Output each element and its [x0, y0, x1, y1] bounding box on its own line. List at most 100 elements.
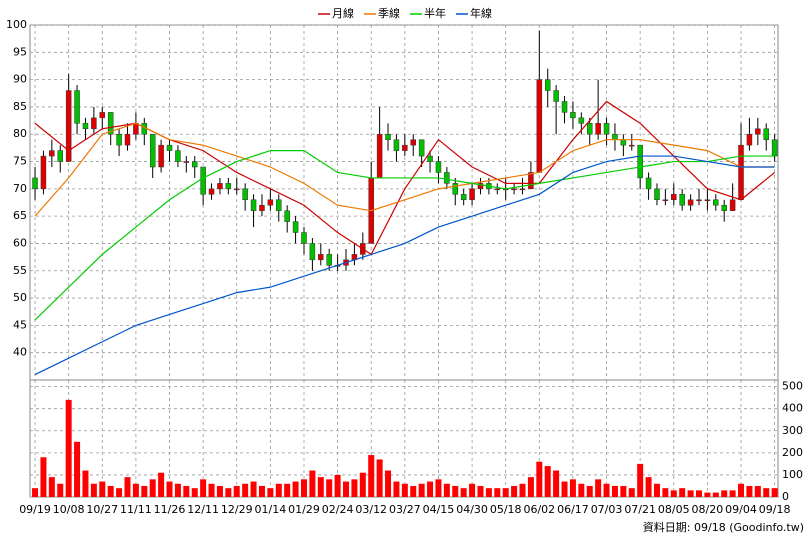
legend-label: 半年: [424, 6, 446, 20]
volume-bar: [519, 483, 526, 497]
y2-tick-label: 400: [782, 402, 803, 415]
candle-body: [763, 128, 769, 140]
ma-line: [34, 150, 775, 321]
candle-body: [637, 144, 643, 179]
volume-bar: [578, 483, 585, 497]
volume-bar: [586, 485, 593, 497]
candle-body: [402, 144, 408, 151]
volume-bar: [418, 483, 425, 497]
volume-bar: [704, 492, 711, 497]
candle-body: [570, 112, 576, 119]
y-tick-label: 85: [13, 100, 27, 113]
candle-body: [444, 172, 450, 184]
y-tick-label: 95: [13, 45, 27, 58]
candle-body: [242, 188, 248, 201]
candle-body: [191, 161, 198, 168]
volume-bar: [477, 485, 484, 497]
x-tick-label: 08/05: [658, 503, 690, 516]
volume-bar: [553, 470, 560, 497]
x-tick-label: 10/08: [53, 503, 85, 516]
y-tick-label: 60: [13, 236, 27, 249]
candle-body: [175, 150, 181, 162]
volume-bar: [90, 483, 97, 497]
ma-line: [34, 122, 775, 217]
x-tick-label: 02/24: [322, 503, 354, 516]
candle-body: [629, 144, 635, 147]
candle-body: [469, 188, 475, 201]
volume-bar: [359, 472, 366, 497]
candle-body: [158, 144, 164, 168]
candle-body: [326, 254, 332, 266]
candle-body: [511, 188, 517, 191]
volume-bar: [174, 483, 181, 497]
volume-bar: [200, 479, 207, 497]
candle-body: [519, 188, 526, 191]
candle-body: [234, 188, 240, 191]
candle-body: [166, 144, 173, 151]
volume-bar: [427, 481, 434, 497]
volume-bar: [116, 488, 123, 497]
x-tick-label: 09/19: [19, 503, 51, 516]
y-tick-label: 65: [13, 209, 27, 222]
candle-body: [318, 254, 324, 261]
volume-bar: [141, 485, 148, 497]
ma-line: [34, 155, 775, 376]
candle-body: [183, 161, 190, 163]
candle-body: [654, 188, 660, 201]
volume-bar: [132, 483, 139, 497]
volume-bar: [40, 457, 47, 497]
volume-bar: [687, 490, 694, 497]
x-tick-label: 06/17: [557, 503, 589, 516]
candle-body: [57, 150, 64, 162]
candle-body: [595, 123, 601, 135]
x-tick-label: 11/26: [154, 503, 186, 516]
x-tick-label: 12/11: [187, 503, 219, 516]
y2-tick-label: 500: [782, 380, 803, 393]
x-tick-label: 03/27: [389, 503, 421, 516]
volume-bar: [258, 485, 265, 497]
candle-body: [704, 199, 711, 202]
candle-body: [410, 139, 416, 146]
volume-bar: [99, 481, 106, 497]
candle-body: [612, 133, 618, 140]
volume-bar: [368, 455, 375, 497]
volume-bar: [611, 485, 618, 497]
volume-bar: [225, 488, 232, 497]
candle-body: [553, 90, 559, 102]
volume-bar: [158, 472, 165, 497]
x-tick-label: 09/04: [725, 503, 757, 516]
price-panel: [29, 24, 779, 381]
volume-bar: [250, 481, 257, 497]
candle-body: [40, 155, 47, 190]
candle-body: [620, 139, 627, 146]
volume-bar: [317, 477, 324, 497]
candle-body: [687, 199, 694, 206]
volume-bar: [149, 479, 156, 497]
volume-bar: [628, 488, 635, 497]
candle-body: [309, 243, 316, 261]
volume-bar: [166, 481, 173, 497]
x-tick-label: 03/12: [355, 503, 387, 516]
candle-body: [536, 79, 543, 173]
volume-bar: [233, 485, 240, 497]
volume-bar: [754, 485, 761, 497]
candle-body: [259, 204, 265, 211]
volume-bar: [469, 483, 476, 497]
volume-bar: [343, 481, 350, 497]
volume-bar: [771, 488, 778, 497]
candle-body: [771, 139, 778, 157]
volume-bar: [65, 399, 72, 497]
candle-body: [133, 123, 139, 135]
candle-body: [276, 199, 282, 211]
volume-bar: [729, 490, 736, 497]
candle-body: [74, 90, 80, 124]
candle-body: [645, 177, 652, 190]
volume-bar: [485, 488, 492, 497]
volume-bar: [746, 485, 753, 497]
volume-bar: [603, 483, 610, 497]
volume-bar: [32, 488, 39, 497]
volume-bar: [502, 488, 509, 497]
volume-bar: [326, 479, 333, 497]
y2-tick-label: 200: [782, 446, 803, 459]
candle-body: [528, 172, 534, 190]
